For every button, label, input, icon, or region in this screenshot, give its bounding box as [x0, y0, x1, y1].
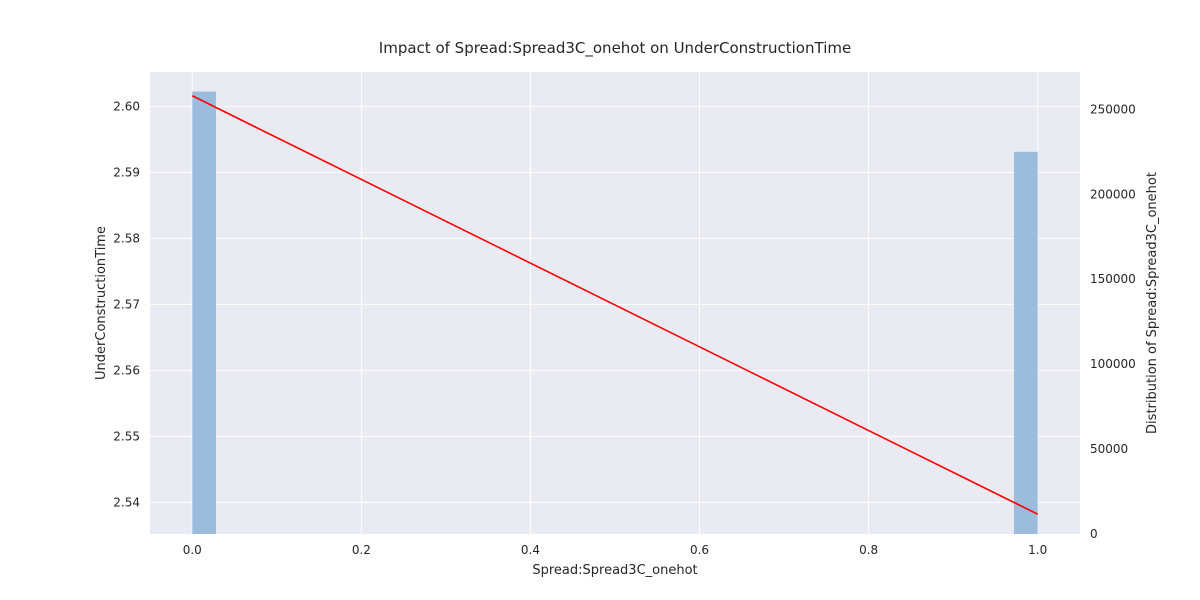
y2-tick-label: 50000 [1090, 442, 1128, 456]
x-tick-label: 0.6 [690, 543, 709, 557]
y-tick-label: 2.54 [113, 495, 140, 509]
x-axis-label: Spread:Spread3C_onehot [532, 563, 697, 578]
y2-tick-label: 0 [1090, 527, 1098, 541]
y-tick-label: 2.55 [113, 429, 140, 443]
y2-tick-label: 100000 [1090, 357, 1136, 371]
y-tick-label: 2.59 [113, 165, 140, 179]
y2-tick-label: 250000 [1090, 102, 1136, 116]
y-tick-label: 2.58 [113, 231, 140, 245]
y-tick-label: 2.56 [113, 363, 140, 377]
y2-tick-label: 150000 [1090, 272, 1136, 286]
y-axis-label: UnderConstructionTime [94, 226, 109, 380]
chart-title: Impact of Spread:Spread3C_onehot on Unde… [379, 39, 851, 58]
x-tick-label: 1.0 [1028, 543, 1047, 557]
x-tick-label: 0.4 [521, 543, 540, 557]
x-tick-label: 0.2 [352, 543, 371, 557]
x-tick-label: 0.8 [859, 543, 878, 557]
y2-tick-label: 200000 [1090, 187, 1136, 201]
histogram-bar [1014, 151, 1038, 535]
y2-axis-label: Distribution of Spread:Spread3C_onehot [1145, 172, 1160, 434]
y-tick-label: 2.57 [113, 297, 140, 311]
histogram-bar [192, 91, 216, 535]
histogram-layer [192, 91, 1038, 535]
x-tick-label: 0.0 [183, 543, 202, 557]
line-layer [191, 95, 1039, 515]
trend-line [191, 95, 1039, 515]
y-tick-label: 2.60 [113, 99, 140, 113]
plot-background [150, 72, 1080, 534]
ticks-layer: 0.0 0.2 0.4 0.6 0.8 1.0 2.54 2.55 2.56 2.57 2.58 2.… [113, 99, 1136, 557]
